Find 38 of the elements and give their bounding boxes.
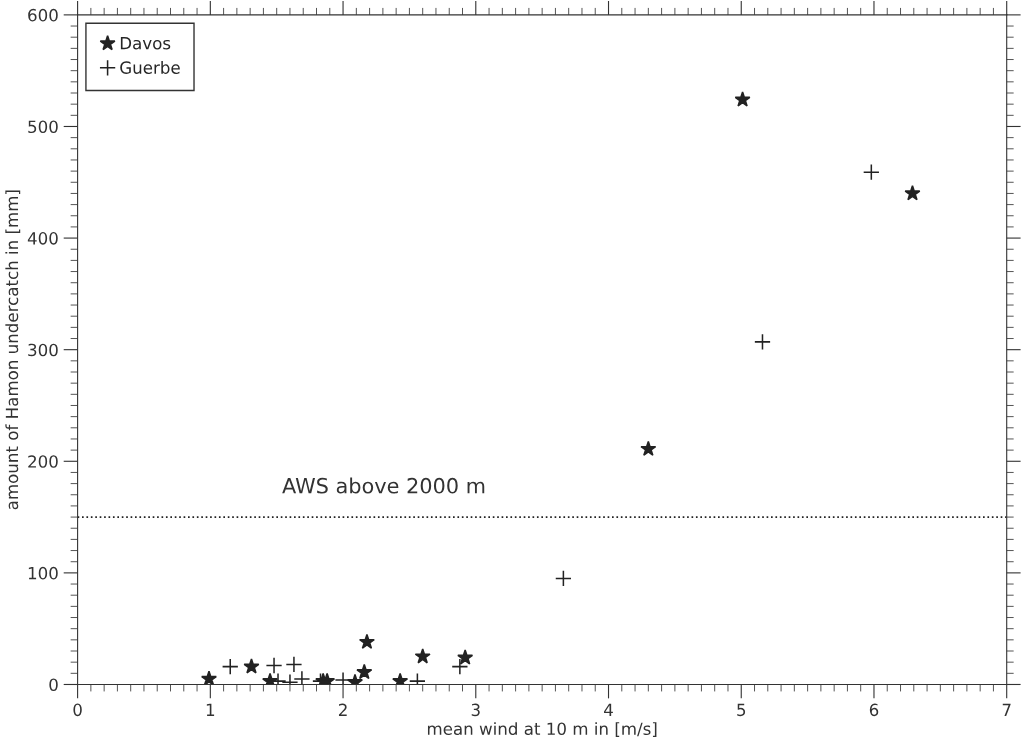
point <box>640 440 657 456</box>
x-axis-title: mean wind at 10 m in [m/s] <box>427 722 657 737</box>
point <box>734 91 751 107</box>
y-tick-label: 200 <box>28 455 58 468</box>
point <box>754 333 771 351</box>
point <box>414 648 431 664</box>
point <box>356 663 373 680</box>
point <box>265 657 283 674</box>
x-tick-label: 2 <box>338 703 347 716</box>
point <box>200 670 218 685</box>
y-tick-label: 400 <box>27 232 58 245</box>
point <box>862 163 880 181</box>
legend-label: Guerbe <box>120 61 180 74</box>
x-tick-label: 7 <box>1002 703 1011 716</box>
point <box>457 649 474 665</box>
point <box>221 658 239 676</box>
x-tick-label: 3 <box>471 703 480 717</box>
x-tick-label: 4 <box>604 703 613 716</box>
point <box>392 672 409 685</box>
x-tick-label: 6 <box>869 703 879 717</box>
y-tick-label: 300 <box>28 343 58 357</box>
point <box>451 658 469 676</box>
y-tick-label: 0 <box>49 678 58 692</box>
point <box>358 633 375 650</box>
point <box>904 185 921 201</box>
x-tick-label: 0 <box>73 703 82 717</box>
point <box>243 658 260 674</box>
ref-line-label: AWS above 2000 m <box>282 477 485 494</box>
legend-label: Davos <box>120 37 171 50</box>
y-tick-label: 100 <box>28 566 58 580</box>
point <box>293 670 311 685</box>
y-axis-title: amount of Hamon undercatch in [mm] <box>5 190 21 510</box>
y-tick-label: 600 <box>28 8 58 22</box>
point <box>285 655 303 673</box>
x-tick-label: 1 <box>206 703 215 716</box>
x-tick-label: 5 <box>737 703 746 717</box>
point <box>554 570 572 587</box>
y-tick-label: 500 <box>28 120 58 134</box>
